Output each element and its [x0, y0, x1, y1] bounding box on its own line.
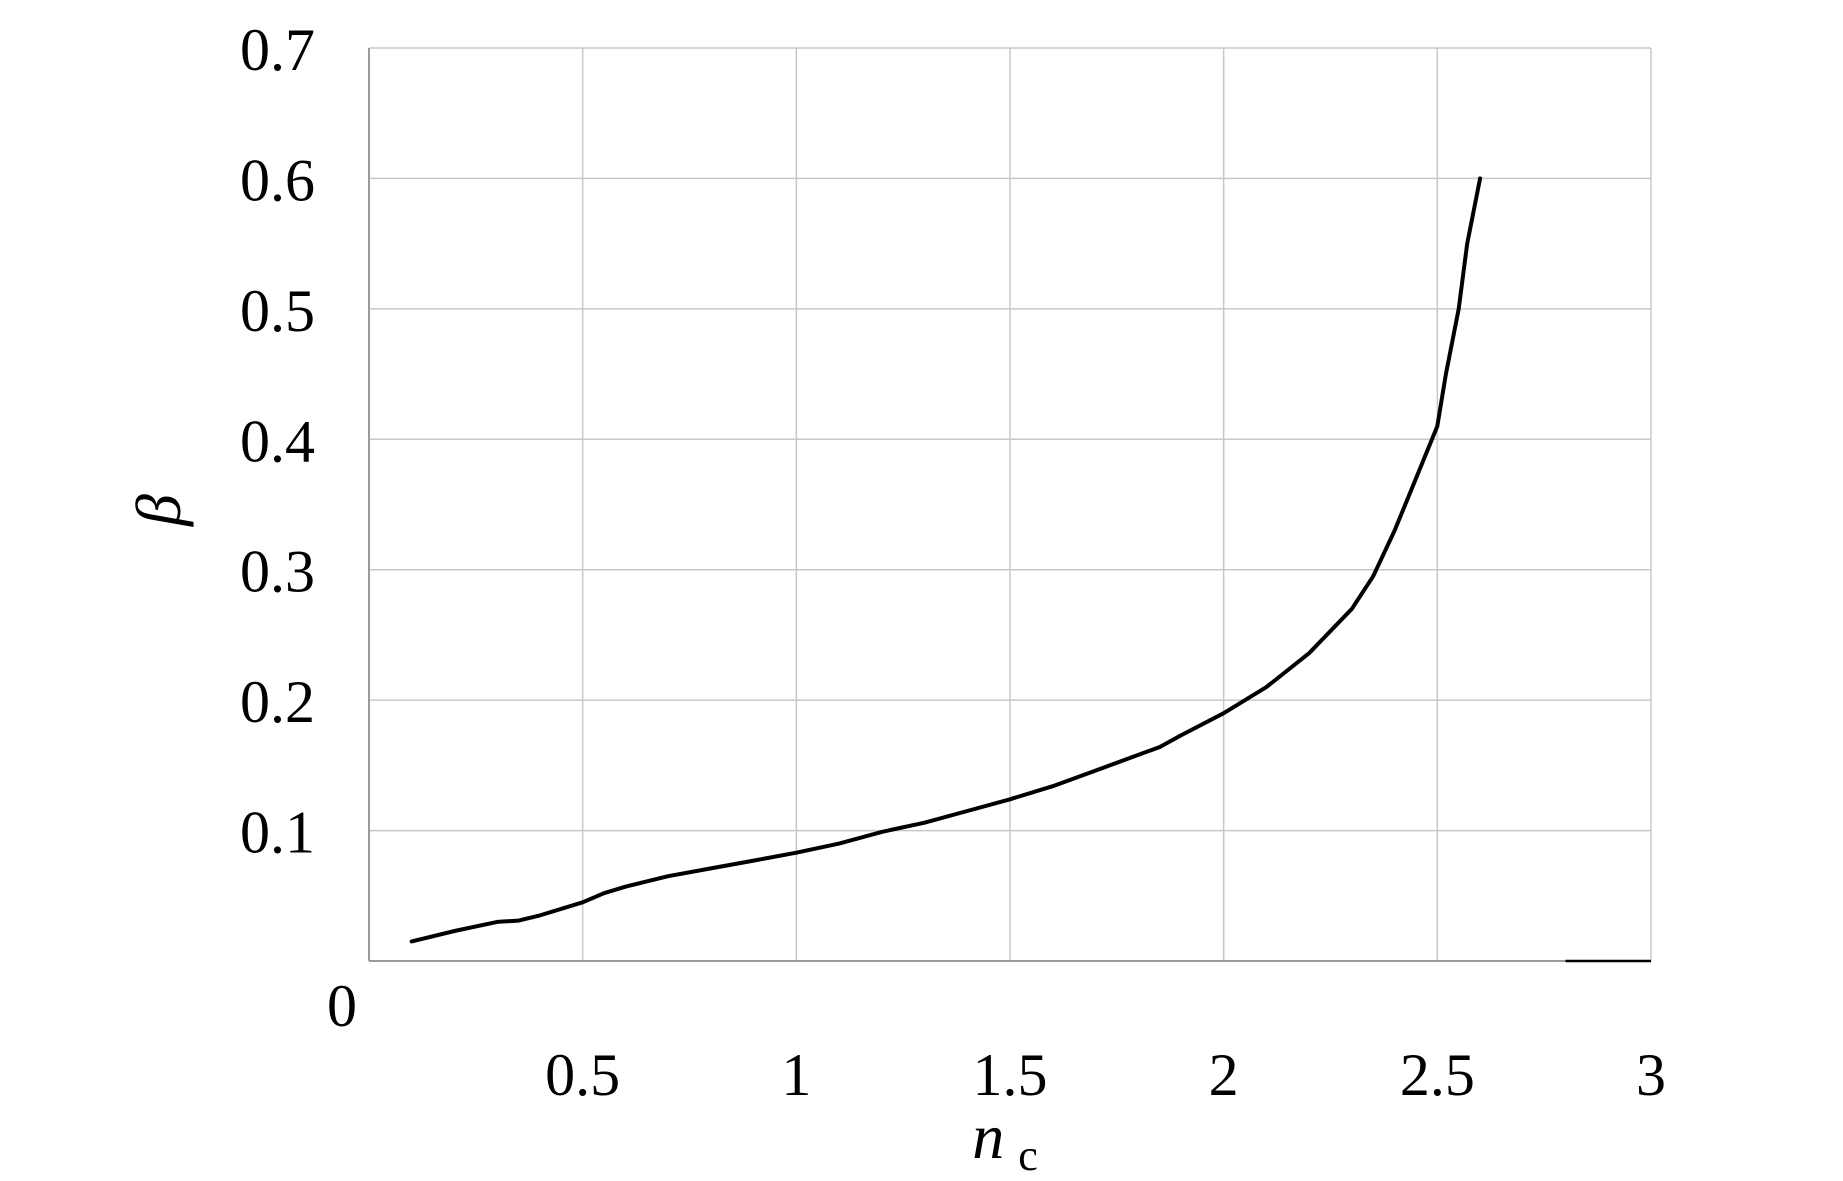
x-axis-label-subscript: c	[1018, 1131, 1038, 1180]
series-line-0	[409, 176, 1483, 944]
x-axis-label-main: n	[972, 1101, 1004, 1172]
x-tick-label: 1.5	[973, 1042, 1048, 1108]
x-tick-label: 2	[1209, 1042, 1239, 1108]
y-tick-label: 0.6	[240, 147, 315, 213]
axes	[368, 48, 1651, 963]
x-tick-label: 1	[781, 1042, 811, 1108]
x-tick-label: 0.5	[545, 1042, 620, 1108]
x-tick-label: 3	[1636, 1042, 1666, 1108]
origin-label: 0	[327, 973, 357, 1039]
y-axis-label: β	[123, 494, 194, 528]
series-group	[409, 176, 1483, 944]
y-tick-label: 0.3	[240, 539, 315, 605]
y-tick-label: 0.7	[240, 17, 315, 83]
y-tick-label: 0.5	[240, 278, 315, 344]
x-tick-label: 2.5	[1400, 1042, 1475, 1108]
y-tick-label: 0.2	[240, 669, 315, 735]
grid	[369, 47, 1652, 961]
y-tick-label: 0.4	[240, 408, 315, 474]
tick-labels: 0.5 1 1.5 2 2.5 3 0.1 0.2 0.3 0.4 0.5 0.6 0.7	[240, 17, 1666, 1108]
y-tick-label: 0.1	[240, 800, 315, 866]
